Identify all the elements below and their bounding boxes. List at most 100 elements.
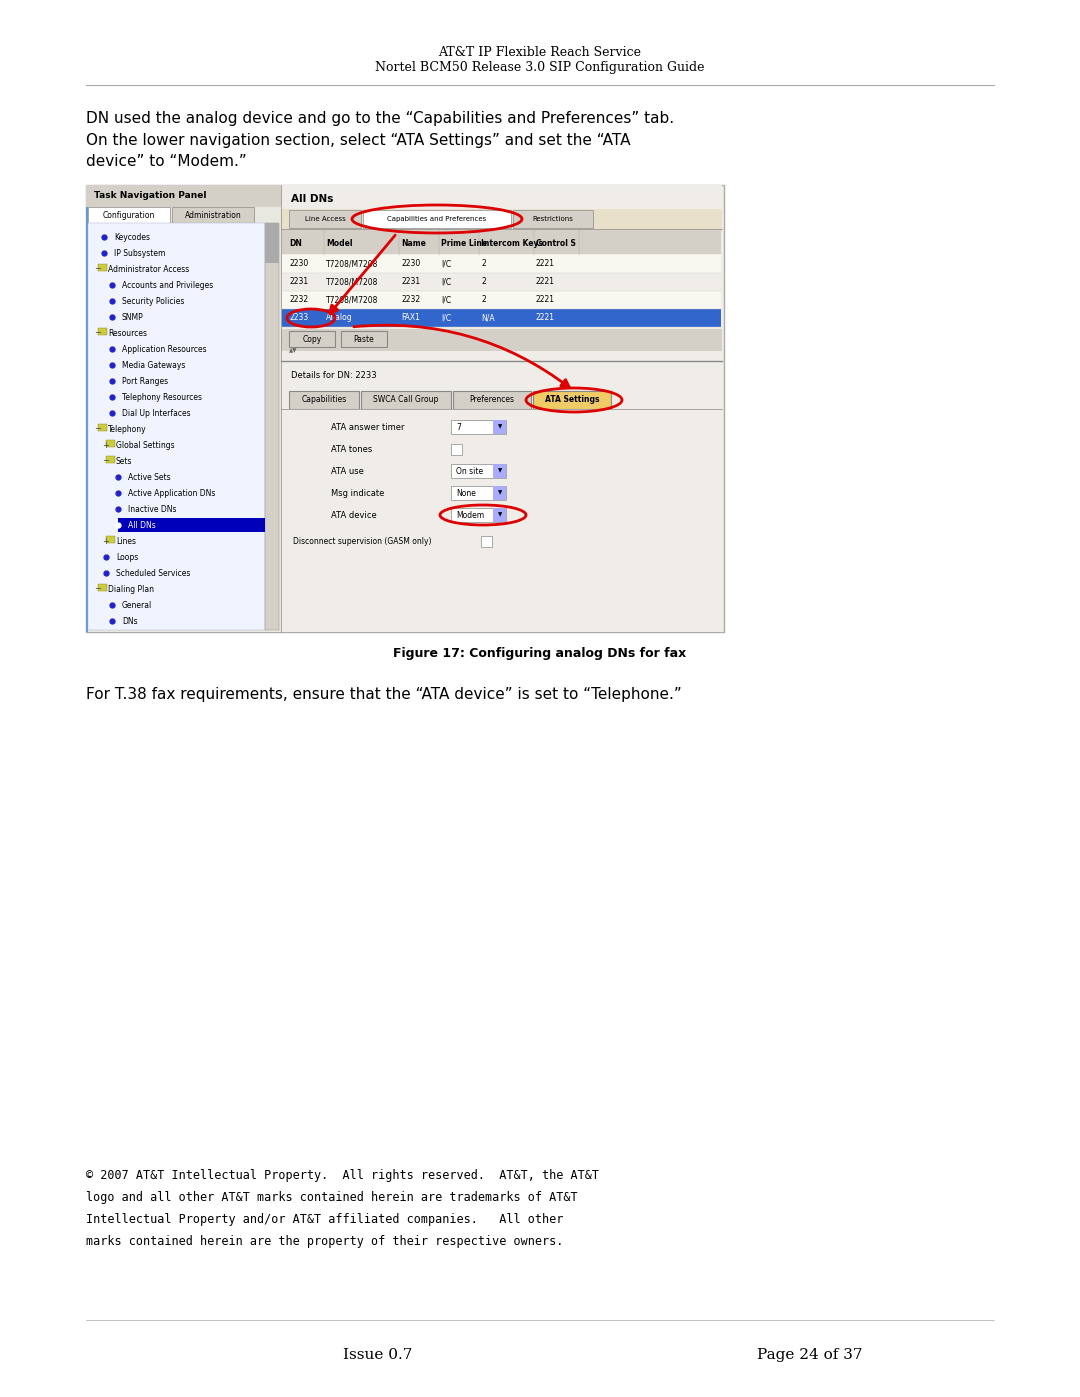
Text: Telephony Resources: Telephony Resources <box>122 393 202 401</box>
Text: Paste: Paste <box>353 334 375 344</box>
Text: T7208/M7208: T7208/M7208 <box>326 296 378 305</box>
Text: Intercom Keys: Intercom Keys <box>481 239 543 247</box>
Bar <box>492 420 507 434</box>
Bar <box>281 330 723 351</box>
Text: Capabilities and Preferences: Capabilities and Preferences <box>388 217 487 222</box>
Bar <box>481 536 492 548</box>
Bar <box>534 391 611 409</box>
Text: FAX1: FAX1 <box>401 313 420 323</box>
Text: 2: 2 <box>481 296 486 305</box>
Text: Analog: Analog <box>326 313 353 323</box>
Text: Issue 0.7: Issue 0.7 <box>343 1348 413 1362</box>
Text: 2230: 2230 <box>289 260 308 268</box>
Text: marks contained herein are the property of their respective owners.: marks contained herein are the property … <box>86 1235 564 1248</box>
Text: Nortel BCM50 Release 3.0 SIP Configuration Guide: Nortel BCM50 Release 3.0 SIP Configurati… <box>375 61 705 74</box>
Text: −: − <box>94 328 102 338</box>
Text: 2: 2 <box>481 278 486 286</box>
Text: 2232: 2232 <box>401 296 420 305</box>
Text: I/C: I/C <box>441 296 451 305</box>
Text: Intellectual Property and/or AT&T affiliated companies.   All other: Intellectual Property and/or AT&T affili… <box>86 1213 564 1225</box>
Text: Resources: Resources <box>108 328 147 338</box>
Bar <box>451 464 507 478</box>
Text: On the lower navigation section, select “ATA Settings” and set the “ATA: On the lower navigation section, select … <box>86 133 631 148</box>
Bar <box>265 224 279 630</box>
Bar <box>106 536 114 543</box>
Text: I/C: I/C <box>441 278 451 286</box>
Bar <box>492 486 507 500</box>
Bar <box>282 409 721 630</box>
Text: ATA Settings: ATA Settings <box>544 395 599 405</box>
Text: Active Application DNs: Active Application DNs <box>129 489 215 497</box>
Text: Restrictions: Restrictions <box>532 217 573 222</box>
Text: 2231: 2231 <box>401 278 420 286</box>
Text: Msg indicate: Msg indicate <box>330 489 384 497</box>
Text: Loops: Loops <box>116 552 138 562</box>
Text: Security Policies: Security Policies <box>122 296 185 306</box>
Text: 2221: 2221 <box>536 278 555 286</box>
Text: Keycodes: Keycodes <box>114 232 150 242</box>
Text: AT&T IP Flexible Reach Service: AT&T IP Flexible Reach Service <box>438 46 642 59</box>
Bar <box>118 518 265 532</box>
Bar <box>282 291 721 309</box>
Text: −: − <box>94 264 102 274</box>
Text: 2: 2 <box>481 260 486 268</box>
Text: IP Subsystem: IP Subsystem <box>114 249 165 257</box>
Text: DNs: DNs <box>122 616 137 626</box>
Text: Global Settings: Global Settings <box>116 440 175 450</box>
Text: I/C: I/C <box>441 313 451 323</box>
Text: Administrator Access: Administrator Access <box>108 264 189 274</box>
Text: General: General <box>122 601 152 609</box>
Text: All DNs: All DNs <box>129 521 156 529</box>
Text: ▼: ▼ <box>498 490 502 496</box>
Bar <box>281 210 723 231</box>
Text: T7208/M7208: T7208/M7208 <box>326 260 378 268</box>
Text: +: + <box>102 536 109 545</box>
Text: Dialing Plan: Dialing Plan <box>108 584 154 594</box>
Text: Sets: Sets <box>116 457 133 465</box>
Text: 7: 7 <box>456 422 461 432</box>
Bar <box>453 391 531 409</box>
Text: SNMP: SNMP <box>122 313 144 321</box>
Bar <box>282 231 721 254</box>
Text: Name: Name <box>401 239 426 247</box>
Text: For T.38 fax requirements, ensure that the “ATA device” is set to “Telephone.”: For T.38 fax requirements, ensure that t… <box>86 686 681 701</box>
Text: logo and all other AT&T marks contained herein are trademarks of AT&T: logo and all other AT&T marks contained … <box>86 1190 578 1203</box>
Text: −: − <box>102 457 109 465</box>
Text: 2230: 2230 <box>401 260 420 268</box>
Text: Control S: Control S <box>536 239 576 247</box>
Bar <box>289 331 335 346</box>
Bar <box>98 425 107 432</box>
Bar <box>451 420 507 434</box>
Text: Modem: Modem <box>456 510 484 520</box>
Text: ▼: ▼ <box>498 513 502 517</box>
Text: ▲▼: ▲▼ <box>289 348 297 353</box>
Text: device” to “Modem.”: device” to “Modem.” <box>86 155 246 169</box>
Text: Task Navigation Panel: Task Navigation Panel <box>94 191 206 201</box>
Text: N/A: N/A <box>481 313 495 323</box>
Bar <box>265 224 279 263</box>
Text: Port Ranges: Port Ranges <box>122 377 168 386</box>
Bar <box>341 331 387 346</box>
Text: All DNs: All DNs <box>291 194 334 204</box>
Bar <box>106 440 114 447</box>
Text: Administration: Administration <box>185 211 241 219</box>
Text: −: − <box>94 584 102 594</box>
Text: 2221: 2221 <box>536 260 555 268</box>
Bar <box>492 509 507 522</box>
Text: Page 24 of 37: Page 24 of 37 <box>757 1348 863 1362</box>
Text: Prime Line: Prime Line <box>441 239 487 247</box>
Bar <box>172 207 254 224</box>
Bar <box>451 486 507 500</box>
Text: 2232: 2232 <box>289 296 308 305</box>
Text: Preferences: Preferences <box>470 395 514 405</box>
Bar <box>289 210 361 228</box>
Bar <box>451 444 462 455</box>
Bar <box>87 224 265 630</box>
Text: −: − <box>94 425 102 433</box>
Text: +: + <box>102 440 109 450</box>
Text: 2233: 2233 <box>289 313 308 323</box>
Text: ATA use: ATA use <box>330 467 364 475</box>
Bar <box>86 184 724 631</box>
Bar <box>98 584 107 591</box>
Bar <box>363 210 511 228</box>
